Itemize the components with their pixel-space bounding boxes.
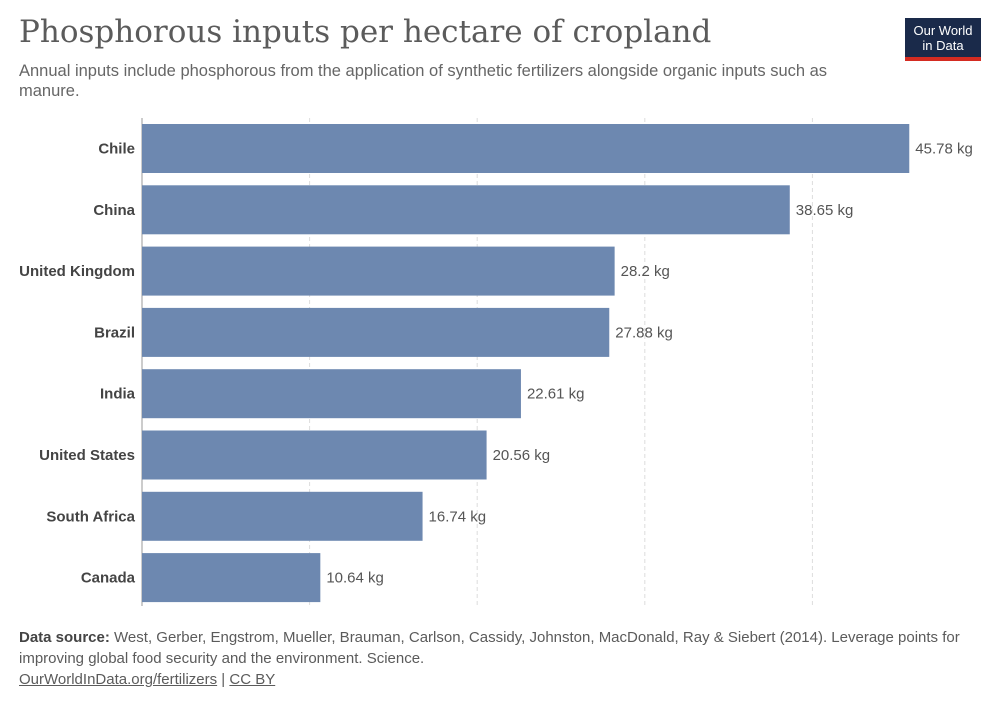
value-label-1: 38.65 kg <box>796 202 854 219</box>
logo-line-1: Our World <box>913 23 973 38</box>
value-label-7: 10.64 kg <box>326 570 384 587</box>
value-label-2: 28.2 kg <box>621 263 670 280</box>
labels: Chile 45.78 kg China 38.65 kg United Kingdom… <box>19 141 973 587</box>
value-label-0: 45.78 kg <box>915 141 973 158</box>
logo-line-2: in Data <box>922 38 964 53</box>
value-label-3: 27.88 kg <box>615 324 673 341</box>
bar-7[interactable] <box>142 553 321 603</box>
category-label-3: Brazil <box>94 324 135 341</box>
value-label-5: 20.56 kg <box>493 447 551 464</box>
bar-5[interactable] <box>142 430 487 480</box>
value-label-4: 22.61 kg <box>527 386 585 403</box>
category-label-0: Chile <box>98 141 135 158</box>
owid-logo[interactable]: Our World in Data <box>905 18 981 61</box>
footer: Data source: West, Gerber, Engstrom, Mue… <box>19 627 979 690</box>
category-label-1: China <box>93 202 135 219</box>
category-label-7: Canada <box>81 570 136 587</box>
chart-title: Phosphorous inputs per hectare of cropla… <box>19 14 712 50</box>
source-text: West, Gerber, Engstrom, Mueller, Brauman… <box>19 629 960 667</box>
category-label-5: United States <box>39 447 135 464</box>
source-label: Data source: <box>19 629 110 646</box>
bar-3[interactable] <box>142 307 610 357</box>
chart-subtitle: Annual inputs include phosphorous from t… <box>19 62 828 100</box>
category-label-6: South Africa <box>46 508 135 525</box>
bar-4[interactable] <box>142 369 521 419</box>
license-link[interactable]: CC BY <box>229 671 276 688</box>
bar-chart: Chile 45.78 kg China 38.65 kg United Kingdom… <box>19 118 973 606</box>
bar-2[interactable] <box>142 246 615 296</box>
bar-6[interactable] <box>142 491 423 541</box>
bars <box>142 124 910 603</box>
category-label-4: India <box>100 386 136 403</box>
category-label-2: United Kingdom <box>19 263 135 280</box>
footer-separator: | <box>221 671 226 688</box>
source-link[interactable]: OurWorldInData.org/fertilizers <box>19 671 218 688</box>
bar-0[interactable] <box>142 124 910 173</box>
value-label-6: 16.74 kg <box>429 508 487 525</box>
bar-1[interactable] <box>142 185 790 235</box>
